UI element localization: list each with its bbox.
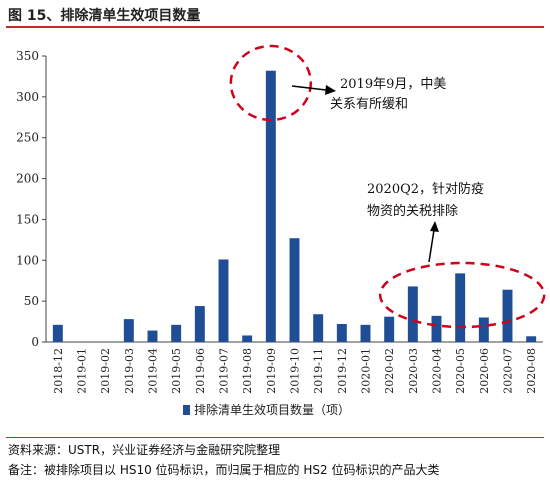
bar-2019-11 — [313, 314, 324, 342]
bar-2019-06 — [194, 306, 205, 342]
x-tick-label: 2019-09 — [265, 348, 278, 394]
annotation-arrow-head — [325, 85, 336, 95]
bar-2020-05 — [455, 273, 466, 342]
bar-2018-12 — [52, 324, 63, 342]
bar-2019-03 — [123, 319, 134, 342]
figure-title: 图 15、排除清单生效项目数量 — [8, 8, 201, 24]
x-tick-label: 2020-03 — [407, 348, 420, 394]
bar-2019-05 — [171, 324, 182, 342]
x-tick-label: 2020-01 — [360, 348, 373, 394]
x-tick-label: 2020-08 — [525, 348, 538, 394]
x-tick-label: 2020-02 — [383, 348, 396, 394]
x-tick-label: 2019-08 — [241, 348, 254, 394]
bar-2020-08 — [526, 336, 537, 342]
bar-2020-06 — [478, 317, 489, 342]
legend-label: 排除清单生效项目数量（项） — [194, 402, 350, 417]
x-tick-label: 2019-11 — [312, 348, 325, 394]
bar-2019-08 — [242, 335, 253, 342]
bar-2020-04 — [431, 315, 442, 342]
x-tick-label: 2019-12 — [336, 348, 349, 394]
footer-rule — [6, 437, 544, 438]
bar-2019-07 — [218, 259, 229, 342]
remark-note: 备注：被排除项目以 HS10 位码标识，而归属于相应的 HS2 位码标识的产品大… — [8, 463, 440, 477]
title-rule — [6, 26, 544, 28]
annotation-text-2020Q2: 物资的关税排除 — [367, 203, 458, 219]
bar-2020-02 — [384, 316, 395, 342]
x-tick-label: 2020-04 — [431, 348, 444, 394]
annotation-arrow-line — [428, 229, 435, 263]
x-tick-label: 2019-07 — [218, 348, 231, 394]
bar-2019-12 — [336, 324, 347, 342]
y-tick-label: 350 — [16, 49, 39, 63]
x-tick-label: 2019-02 — [99, 348, 112, 394]
annotation-text-2019-09: 2019年9月，中美 — [340, 77, 446, 92]
annotation-text-2019-09: 关系有所缓和 — [330, 97, 408, 112]
y-tick-label: 150 — [16, 212, 39, 226]
y-tick-label: 200 — [16, 172, 39, 186]
x-tick-label: 2019-04 — [147, 348, 160, 394]
annotation-arrow-head — [430, 221, 439, 232]
bar-2020-03 — [407, 286, 418, 342]
y-tick-label: 300 — [16, 90, 39, 104]
x-tick-label: 2019-06 — [194, 348, 207, 394]
legend-swatch — [183, 405, 190, 415]
x-tick-label: 2020-06 — [478, 348, 491, 394]
source-note: 资料来源：USTR，兴业证券经济与金融研究院整理 — [8, 443, 281, 457]
x-tick-label: 2018-12 — [52, 348, 65, 394]
bar-2019-04 — [147, 330, 158, 342]
y-tick-label: 250 — [16, 131, 39, 145]
bar-2019-10 — [289, 238, 300, 342]
bar-2020-01 — [360, 324, 371, 342]
x-tick-label: 2020-05 — [454, 348, 467, 394]
bar-2020-07 — [502, 289, 513, 342]
bar-2019-09 — [265, 70, 276, 343]
y-tick-label: 100 — [16, 253, 39, 267]
highlight-ellipse-2020Q2 — [378, 261, 546, 329]
x-tick-label: 2019-01 — [76, 348, 89, 394]
y-tick-label: 50 — [24, 294, 39, 308]
y-tick-label: 0 — [31, 335, 39, 349]
x-tick-label: 2019-10 — [289, 348, 302, 394]
x-tick-label: 2020-07 — [502, 348, 515, 394]
annotation-arrow-line — [291, 85, 327, 91]
annotation-text-2020Q2: 2020Q2，针对防疫 — [367, 181, 484, 197]
x-tick-label: 2019-05 — [170, 348, 183, 394]
x-tick-label: 2019-03 — [123, 348, 136, 394]
highlight-ellipse-2019-09 — [229, 44, 313, 122]
